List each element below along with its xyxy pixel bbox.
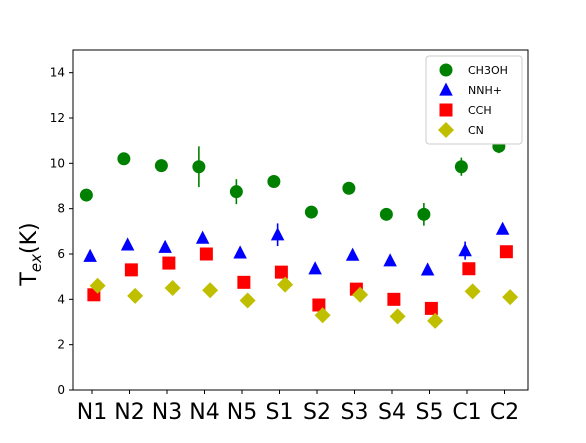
y-tick-label: 12 bbox=[50, 111, 65, 125]
point-ch3oh-n5 bbox=[229, 185, 243, 199]
point-cch-s5 bbox=[424, 301, 438, 315]
x-tick-label: N1 bbox=[77, 400, 107, 425]
legend-box bbox=[425, 55, 523, 145]
point-cn-n3 bbox=[164, 280, 181, 296]
point-nnh-n5 bbox=[233, 245, 247, 259]
point-cn-n1 bbox=[89, 277, 106, 294]
point-cch-s4 bbox=[387, 292, 401, 306]
point-nnh-s2 bbox=[308, 261, 322, 275]
y-tick-label: 8 bbox=[57, 202, 65, 216]
x-tick-label: S3 bbox=[341, 400, 369, 425]
point-cch-n4 bbox=[199, 247, 213, 261]
y-tick-label: 10 bbox=[50, 156, 65, 170]
point-ch3oh-n4 bbox=[192, 160, 206, 174]
point-cn-s5 bbox=[427, 312, 444, 329]
x-tick-label: C1 bbox=[452, 400, 481, 425]
y-axis-label-main: T bbox=[17, 272, 42, 287]
x-tick-label: N3 bbox=[152, 400, 182, 425]
legend-marker-ch3oh bbox=[439, 63, 453, 77]
x-tick-label: N2 bbox=[114, 400, 144, 425]
legend-marker-nnh bbox=[439, 82, 453, 96]
point-ch3oh-n3 bbox=[154, 159, 168, 173]
y-tick-label: 0 bbox=[57, 383, 65, 397]
point-nnh-n4 bbox=[195, 230, 210, 244]
point-cch-n3 bbox=[162, 256, 176, 270]
point-ch3oh-s5 bbox=[417, 207, 431, 221]
point-ch3oh-n2 bbox=[117, 152, 131, 166]
legend-label-cn: CN bbox=[468, 124, 484, 137]
point-nnh-c2 bbox=[495, 221, 510, 235]
point-ch3oh-c1 bbox=[454, 160, 468, 174]
point-nnh-n2 bbox=[120, 237, 135, 251]
point-cn-n2 bbox=[127, 287, 144, 304]
point-nnh-c1 bbox=[458, 243, 472, 257]
point-nnh-s1 bbox=[270, 227, 285, 241]
point-cn-c1 bbox=[464, 283, 481, 300]
x-tick-label: S2 bbox=[303, 400, 331, 425]
point-nnh-n1 bbox=[83, 248, 97, 262]
point-nnh-n3 bbox=[158, 239, 172, 253]
point-nnh-s4 bbox=[383, 253, 397, 267]
point-nnh-s3 bbox=[345, 247, 360, 261]
plot-marks bbox=[79, 139, 519, 329]
x-tick-label: C2 bbox=[490, 400, 519, 425]
point-cn-s3 bbox=[352, 286, 369, 303]
legend-marker-cn bbox=[438, 122, 454, 138]
point-ch3oh-s2 bbox=[304, 205, 318, 219]
point-ch3oh-s4 bbox=[379, 207, 393, 221]
point-cch-s1 bbox=[274, 265, 288, 279]
x-tick-label: S5 bbox=[416, 400, 444, 425]
legend-label-ch3oh: CH3OH bbox=[468, 64, 508, 77]
legend: CH3OH NNH+ CCH CN bbox=[425, 55, 523, 145]
legend-label-nnh: NNH+ bbox=[468, 84, 502, 97]
point-nnh-s5 bbox=[420, 262, 435, 276]
axes: 0 2 4 6 8 10 12 14 N1 N2 N3 N4 N5 S1 S2 S3 S4 S5 C1 C2 bbox=[50, 49, 529, 425]
point-ch3oh-n1 bbox=[79, 188, 93, 202]
x-tick-label: N5 bbox=[227, 400, 257, 425]
y-axis-label-subscript: ex bbox=[27, 254, 45, 272]
point-cn-n4 bbox=[202, 282, 219, 299]
plot-frame bbox=[72, 49, 529, 391]
point-cch-n5 bbox=[237, 275, 251, 289]
point-ch3oh-s1 bbox=[267, 174, 281, 188]
legend-marker-cch bbox=[439, 103, 453, 117]
y-tick-label: 6 bbox=[57, 247, 65, 261]
point-cn-n5 bbox=[239, 292, 256, 309]
y-tick-label: 2 bbox=[57, 338, 65, 352]
y-axis-label-unit: (K) bbox=[17, 222, 42, 254]
point-cch-n2 bbox=[124, 263, 138, 277]
x-tick-label: S1 bbox=[266, 400, 294, 425]
point-cn-s1 bbox=[277, 276, 294, 293]
y-axis-label: Tex(K) bbox=[17, 222, 45, 286]
point-ch3oh-s3 bbox=[342, 181, 356, 195]
x-tick-label: N4 bbox=[189, 400, 219, 425]
y-tick-label: 14 bbox=[50, 66, 65, 80]
x-tick-label: S4 bbox=[378, 400, 406, 425]
point-cch-c2 bbox=[499, 245, 513, 259]
point-cch-c1 bbox=[462, 262, 476, 276]
y-tick-label: 4 bbox=[57, 292, 65, 306]
point-cn-s4 bbox=[389, 308, 406, 325]
point-cn-s2 bbox=[314, 307, 331, 324]
legend-label-cch: CCH bbox=[468, 104, 492, 117]
point-cn-c2 bbox=[502, 289, 519, 306]
